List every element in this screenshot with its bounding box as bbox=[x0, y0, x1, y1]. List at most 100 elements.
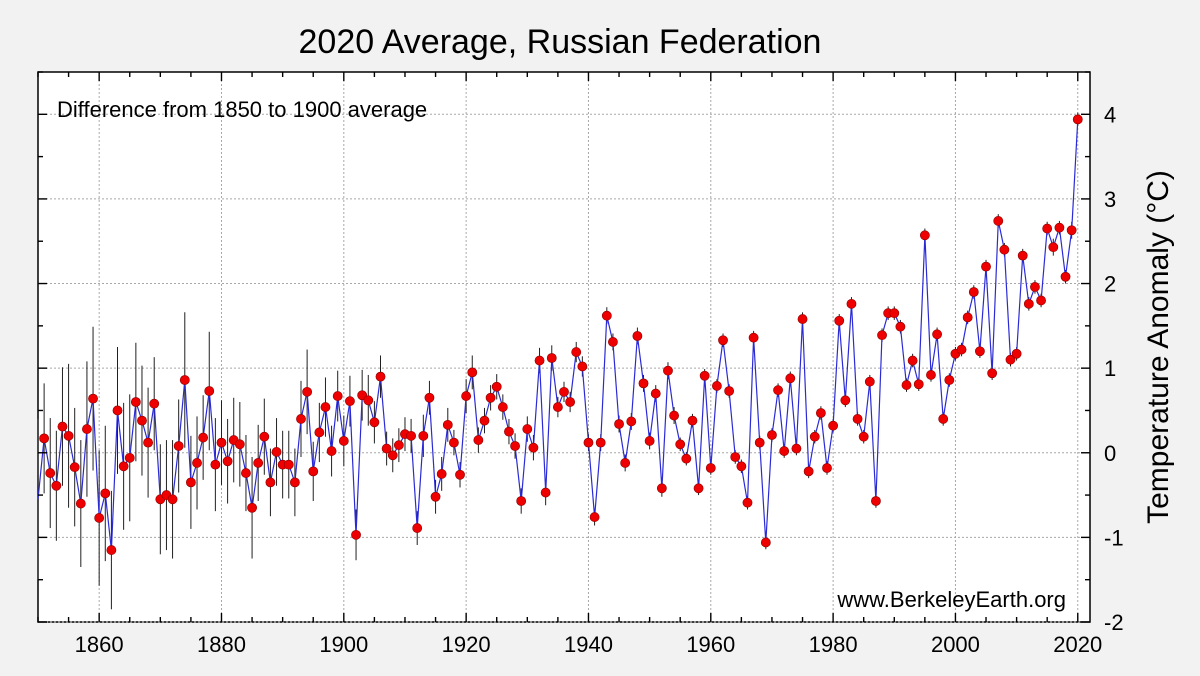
data-point bbox=[846, 298, 857, 309]
data-point bbox=[534, 355, 545, 366]
data-point bbox=[999, 244, 1010, 255]
x-tick-label: 1920 bbox=[442, 632, 491, 657]
data-point bbox=[485, 392, 496, 403]
data-point bbox=[1066, 225, 1077, 236]
data-point bbox=[504, 426, 514, 437]
data-point bbox=[491, 381, 502, 392]
x-tick-label: 1900 bbox=[319, 632, 368, 657]
data-point bbox=[742, 497, 753, 508]
data-point bbox=[1017, 250, 1028, 261]
data-point bbox=[442, 419, 453, 430]
data-point bbox=[1005, 354, 1016, 365]
data-point bbox=[699, 370, 710, 381]
data-point bbox=[82, 424, 92, 434]
data-point bbox=[167, 494, 178, 505]
y-tick-label: -1 bbox=[1104, 525, 1124, 550]
data-point bbox=[907, 355, 918, 366]
data-point bbox=[173, 441, 184, 451]
data-point bbox=[962, 312, 973, 323]
data-point bbox=[938, 414, 949, 424]
data-point bbox=[687, 415, 698, 426]
data-point bbox=[69, 462, 80, 473]
data-point bbox=[993, 216, 1004, 226]
data-point bbox=[1011, 348, 1022, 359]
data-point bbox=[387, 450, 398, 461]
data-point bbox=[516, 496, 527, 506]
data-point bbox=[718, 335, 728, 346]
data-point bbox=[926, 370, 936, 380]
data-point bbox=[449, 437, 459, 448]
data-point bbox=[650, 388, 661, 399]
data-point bbox=[510, 441, 520, 451]
data-point bbox=[204, 386, 215, 396]
data-point bbox=[137, 415, 147, 426]
data-point bbox=[57, 421, 68, 432]
data-point bbox=[149, 398, 160, 409]
data-point bbox=[681, 453, 692, 464]
x-tick-label: 2000 bbox=[931, 632, 980, 657]
data-point bbox=[944, 375, 955, 385]
y-tick-label: 1 bbox=[1104, 356, 1116, 381]
chart-title: 2020 Average, Russian Federation bbox=[299, 23, 822, 61]
data-point bbox=[320, 402, 331, 412]
data-point bbox=[1060, 271, 1071, 282]
data-point bbox=[767, 430, 777, 440]
data-point bbox=[748, 332, 759, 343]
data-point bbox=[308, 466, 319, 477]
x-tick-label: 1980 bbox=[809, 632, 858, 657]
data-point bbox=[968, 287, 979, 297]
data-point bbox=[424, 392, 435, 403]
data-point bbox=[571, 347, 582, 357]
data-point bbox=[712, 381, 722, 391]
data-point bbox=[834, 315, 845, 326]
data-point bbox=[363, 395, 374, 406]
data-point bbox=[540, 487, 551, 498]
y-tick-label: 2 bbox=[1104, 272, 1116, 297]
data-point bbox=[179, 375, 190, 385]
data-point bbox=[186, 477, 196, 488]
data-point bbox=[1072, 114, 1083, 125]
data-point bbox=[351, 529, 361, 540]
data-point bbox=[130, 397, 141, 407]
source-label: www.BerkeleyEarth.org bbox=[836, 587, 1066, 612]
data-point bbox=[265, 477, 276, 488]
x-tick-label: 1960 bbox=[686, 632, 735, 657]
data-point bbox=[75, 498, 86, 509]
data-point bbox=[656, 483, 667, 494]
data-point bbox=[241, 468, 251, 478]
data-points bbox=[39, 114, 1083, 555]
data-point bbox=[773, 385, 783, 396]
data-point bbox=[956, 344, 967, 355]
data-point bbox=[614, 419, 624, 429]
data-point bbox=[326, 446, 337, 456]
data-point bbox=[296, 414, 306, 424]
y-tick-label: -2 bbox=[1104, 610, 1124, 635]
x-tick-label: 1860 bbox=[75, 632, 124, 657]
data-point bbox=[552, 402, 563, 412]
data-point bbox=[901, 380, 912, 390]
data-point bbox=[216, 437, 227, 448]
data-point bbox=[522, 424, 533, 434]
data-point bbox=[345, 396, 355, 407]
y-tick-label: 4 bbox=[1104, 102, 1116, 127]
data-point bbox=[198, 432, 209, 443]
data-point bbox=[608, 337, 618, 347]
data-point bbox=[577, 361, 588, 372]
data-point bbox=[565, 397, 576, 407]
data-point bbox=[1030, 282, 1040, 292]
x-tick-label: 1880 bbox=[197, 632, 246, 657]
data-point bbox=[785, 373, 796, 384]
data-point bbox=[852, 414, 863, 424]
data-point bbox=[693, 483, 704, 494]
data-point bbox=[644, 436, 655, 446]
data-point bbox=[877, 330, 887, 341]
data-point bbox=[828, 420, 839, 431]
data-point bbox=[430, 491, 441, 502]
y-tick-label: 3 bbox=[1104, 187, 1116, 212]
data-point bbox=[88, 393, 98, 404]
data-point bbox=[583, 437, 594, 448]
data-point bbox=[864, 376, 875, 387]
data-point bbox=[932, 329, 942, 340]
data-point bbox=[1023, 298, 1034, 309]
data-point bbox=[632, 331, 643, 341]
